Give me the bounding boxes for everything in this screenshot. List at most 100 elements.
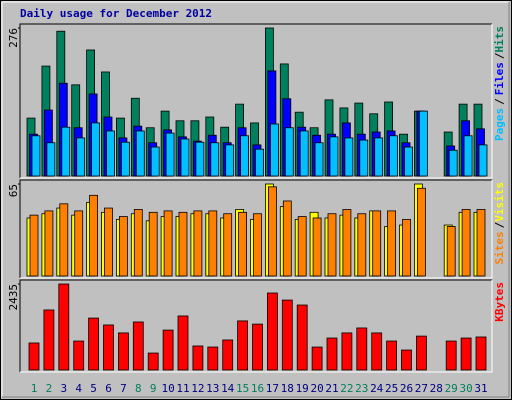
x-tick-label: 9 bbox=[150, 382, 157, 395]
x-tick-label: 4 bbox=[75, 382, 82, 395]
bar bbox=[326, 337, 338, 371]
bar bbox=[74, 210, 84, 277]
bar bbox=[357, 213, 367, 277]
bar bbox=[404, 146, 413, 177]
bar bbox=[461, 209, 471, 277]
bar bbox=[180, 138, 190, 177]
bar bbox=[401, 349, 412, 371]
legend: KBytes bbox=[493, 282, 506, 322]
bar bbox=[387, 210, 397, 277]
bar bbox=[178, 211, 188, 277]
legend-separator: / bbox=[493, 52, 506, 59]
bar bbox=[418, 110, 428, 177]
bar bbox=[119, 216, 128, 277]
bar bbox=[162, 329, 174, 371]
bar bbox=[445, 340, 457, 371]
bar bbox=[463, 135, 473, 177]
legend-entry: KBytes bbox=[493, 282, 506, 322]
bar bbox=[374, 137, 384, 177]
bar bbox=[240, 135, 250, 177]
x-tick-label: 20 bbox=[310, 382, 323, 395]
legend-separator: / bbox=[493, 98, 506, 105]
bar bbox=[356, 327, 368, 371]
bar bbox=[76, 137, 86, 177]
bar bbox=[299, 130, 309, 177]
bar bbox=[386, 340, 398, 371]
bar bbox=[311, 346, 323, 371]
bar bbox=[46, 142, 56, 177]
bar bbox=[282, 200, 292, 277]
panel-edge bbox=[19, 179, 492, 278]
legend-entry: Files bbox=[493, 62, 506, 95]
bar bbox=[460, 337, 472, 371]
legend-entry: Sites bbox=[493, 231, 506, 264]
bar bbox=[31, 135, 41, 177]
bar bbox=[359, 139, 369, 177]
bar bbox=[91, 122, 100, 177]
x-tick-label: 21 bbox=[325, 382, 338, 395]
x-tick-label: 17 bbox=[266, 382, 279, 395]
x-tick-label: 11 bbox=[176, 382, 189, 395]
bar bbox=[165, 132, 175, 177]
y-tick-label: 65 bbox=[7, 184, 20, 197]
bar bbox=[106, 130, 115, 177]
bar bbox=[389, 135, 399, 177]
x-tick-label: 27 bbox=[415, 382, 428, 395]
bar bbox=[266, 292, 278, 371]
x-tick-label: 12 bbox=[191, 382, 204, 395]
bar bbox=[402, 218, 411, 277]
x-tick-label: 29 bbox=[445, 382, 458, 395]
bar bbox=[73, 340, 85, 371]
bar bbox=[478, 144, 488, 177]
bar bbox=[121, 141, 130, 177]
legend-entry: Hits bbox=[493, 26, 506, 53]
bar bbox=[58, 283, 70, 371]
bar bbox=[371, 332, 383, 371]
legend-separator: / bbox=[493, 221, 506, 228]
x-tick-label: 6 bbox=[105, 382, 112, 395]
bar bbox=[225, 144, 235, 177]
y-tick-label: 276 bbox=[7, 28, 20, 48]
x-tick-label: 28 bbox=[430, 382, 443, 395]
bar bbox=[29, 214, 39, 277]
bar bbox=[416, 187, 426, 277]
bar bbox=[163, 210, 173, 277]
panel-edge bbox=[19, 279, 492, 372]
bar bbox=[192, 345, 204, 371]
x-tick-label: 1 bbox=[31, 382, 38, 395]
bar bbox=[135, 130, 145, 177]
bar bbox=[88, 317, 99, 371]
y-tick-label: 2435 bbox=[7, 284, 20, 311]
panel-edge bbox=[19, 23, 492, 178]
bar bbox=[222, 339, 234, 371]
x-tick-label: 10 bbox=[161, 382, 174, 395]
bar bbox=[297, 216, 307, 277]
x-tick-label: 30 bbox=[459, 382, 472, 395]
bar bbox=[296, 304, 308, 371]
x-tick-label: 14 bbox=[221, 382, 235, 395]
bar bbox=[43, 309, 55, 371]
bar bbox=[89, 194, 98, 277]
bar bbox=[223, 213, 233, 277]
bar bbox=[133, 209, 143, 277]
bar bbox=[446, 226, 456, 277]
bar bbox=[193, 210, 203, 277]
bar bbox=[341, 332, 353, 371]
x-tick-label: 7 bbox=[120, 382, 127, 395]
bar bbox=[207, 346, 219, 371]
bar bbox=[104, 207, 113, 277]
bar bbox=[342, 209, 352, 277]
bar bbox=[314, 142, 324, 177]
x-tick-label: 15 bbox=[236, 382, 249, 395]
x-tick-label: 2 bbox=[46, 382, 53, 395]
bar bbox=[208, 210, 218, 277]
bar bbox=[61, 126, 71, 177]
bar bbox=[148, 211, 158, 277]
bar bbox=[147, 352, 159, 371]
bar bbox=[281, 299, 293, 371]
bar bbox=[210, 142, 220, 177]
panel-edge bbox=[20, 280, 493, 373]
bar bbox=[44, 210, 54, 277]
x-tick-label: 16 bbox=[251, 382, 264, 395]
